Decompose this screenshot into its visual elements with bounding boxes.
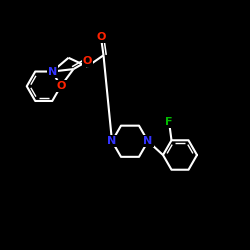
Text: N: N	[48, 66, 57, 76]
Text: O: O	[96, 32, 106, 42]
Text: N: N	[144, 136, 152, 146]
Text: F: F	[165, 116, 173, 126]
Text: N: N	[108, 136, 116, 146]
Text: O: O	[83, 56, 92, 66]
Text: O: O	[56, 81, 66, 91]
